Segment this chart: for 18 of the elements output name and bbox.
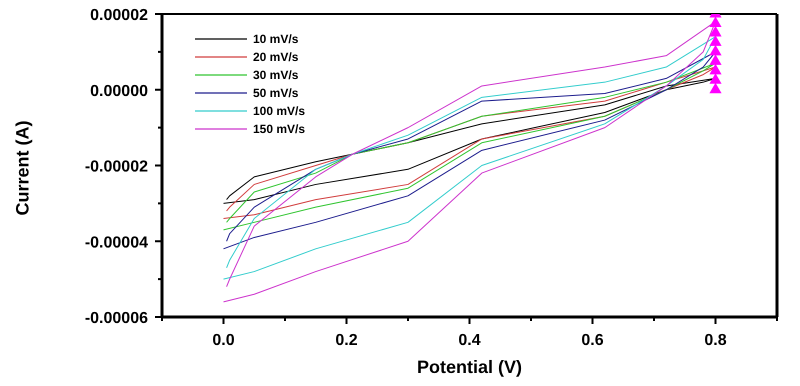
x-tick-label: 0.2 [335, 332, 358, 349]
legend-label: 10 mV/s [253, 32, 298, 46]
x-tick-label: 0.6 [581, 332, 604, 349]
x-tick-label: 0.8 [704, 332, 727, 349]
y-tick-label: -0.00002 [84, 158, 148, 176]
x-tick-label: 0.0 [212, 332, 235, 349]
y-tick-label: 0.00000 [90, 82, 148, 100]
legend-label: 150 mV/s [253, 122, 306, 136]
y-axis-title: Current (A) [12, 120, 32, 216]
x-tick-label: 0.4 [458, 332, 481, 349]
y-tick-label: -0.00006 [84, 310, 148, 327]
legend-label: 30 mV/s [253, 68, 298, 82]
x-axis-title: Potential (V) [416, 357, 522, 377]
legend-label: 20 mV/s [253, 50, 298, 64]
legend-label: 50 mV/s [253, 86, 298, 100]
y-tick-label: 0.00002 [90, 7, 148, 24]
legend-label: 100 mV/s [253, 104, 306, 118]
y-tick-label: -0.00004 [84, 234, 148, 252]
